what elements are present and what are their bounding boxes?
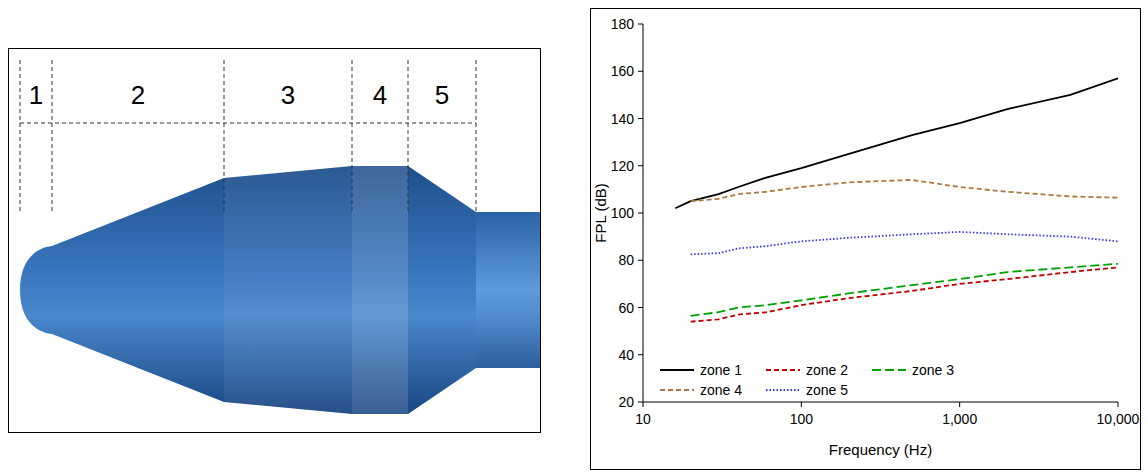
x-tick xyxy=(643,402,644,407)
legend-swatch xyxy=(766,369,800,371)
zone-label: 4 xyxy=(373,80,387,110)
y-tick-label: 20 xyxy=(618,394,634,410)
y-tick xyxy=(638,402,643,403)
zone-boundary xyxy=(408,60,409,212)
y-tick xyxy=(638,260,643,261)
legend-swatch xyxy=(872,369,906,371)
canvas: 1 2 3 4 5 20 40 60 80 100 120 140 160 180 10 100 1,000 10… xyxy=(0,0,1148,473)
zone-boundary xyxy=(352,60,353,212)
zone-label: 1 xyxy=(29,80,43,110)
y-tick-label: 180 xyxy=(611,16,635,32)
y-tick-label: 40 xyxy=(618,347,634,363)
zone-label: 3 xyxy=(281,80,295,110)
zone-band xyxy=(476,212,540,368)
zone-boundary xyxy=(20,60,21,212)
x-tick xyxy=(801,402,802,407)
legend-label: zone 4 xyxy=(700,382,742,398)
y-tick-label: 120 xyxy=(611,158,635,174)
zone-band xyxy=(352,166,408,414)
y-tick-label: 60 xyxy=(618,300,634,316)
x-tick-label: 100 xyxy=(790,411,814,427)
chart-frame xyxy=(591,9,1141,470)
series-line xyxy=(691,232,1118,254)
body xyxy=(20,166,540,414)
series-line xyxy=(691,267,1118,321)
y-tick xyxy=(638,354,643,355)
y-tick-label: 140 xyxy=(611,111,635,127)
zone-span xyxy=(20,123,476,124)
legend: zone 1 zone 2 zone 3 zone 4 zone 5 xyxy=(660,362,954,398)
zone-label: 5 xyxy=(435,80,449,110)
y-tick xyxy=(638,307,643,308)
zone-boundary xyxy=(476,60,477,212)
zone-boundary xyxy=(224,60,225,212)
legend-swatch xyxy=(660,389,694,391)
legend-label: zone 3 xyxy=(912,362,954,378)
y-tick xyxy=(638,213,643,214)
plot-lines xyxy=(675,78,1118,321)
legend-label: zone 2 xyxy=(806,362,848,378)
legend-label: zone 1 xyxy=(700,362,742,378)
x-tick-label: 10,000 xyxy=(1097,411,1140,427)
x-axis-title: Frequency (Hz) xyxy=(829,441,932,458)
legend-swatch xyxy=(766,389,800,391)
series-line xyxy=(675,78,1118,208)
zone-boundary xyxy=(52,60,53,212)
y-tick xyxy=(638,118,643,119)
y-tick xyxy=(638,165,643,166)
y-axis xyxy=(643,24,644,402)
x-tick-label: 1,000 xyxy=(942,411,977,427)
y-tick xyxy=(638,71,643,72)
x-tick xyxy=(959,402,960,407)
series-line xyxy=(691,180,1118,201)
y-tick-label: 100 xyxy=(611,205,635,221)
y-tick-label: 160 xyxy=(611,63,635,79)
body-shape xyxy=(20,166,540,414)
legend-label: zone 5 xyxy=(806,382,848,398)
y-tick-label: 80 xyxy=(618,252,634,268)
diagram-frame xyxy=(9,49,541,433)
zone-label: 2 xyxy=(131,80,145,110)
x-tick-label: 10 xyxy=(635,411,651,427)
x-axis xyxy=(643,402,1118,403)
y-tick xyxy=(638,24,643,25)
zone-band xyxy=(224,166,352,414)
legend-swatch xyxy=(660,369,694,371)
series-line xyxy=(691,264,1118,316)
x-tick xyxy=(1118,402,1119,407)
y-axis-title: FPL (dB) xyxy=(592,183,609,242)
